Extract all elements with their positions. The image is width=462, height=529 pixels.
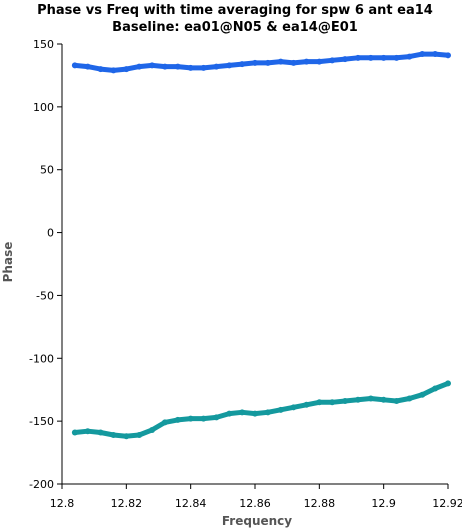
data-point [264, 409, 271, 416]
data-point [174, 416, 181, 423]
data-point [174, 63, 181, 70]
data-point [110, 431, 117, 438]
y-tick-label: 0 [47, 227, 54, 240]
data-point [354, 54, 361, 61]
data-point [419, 51, 426, 58]
data-point [149, 426, 156, 433]
data-point [445, 52, 451, 59]
data-point [316, 399, 323, 406]
data-point [161, 419, 168, 426]
data-point [239, 61, 246, 68]
y-tick-label: 100 [33, 101, 54, 114]
data-point [354, 396, 361, 403]
data-point [380, 54, 387, 61]
x-tick-label: 12.82 [111, 497, 143, 510]
data-point [213, 63, 220, 70]
data-point [149, 62, 156, 69]
x-tick-label: 12.84 [175, 497, 207, 510]
data-point [432, 51, 439, 58]
data-point [226, 410, 233, 417]
data-point [316, 58, 323, 65]
data-point [84, 428, 91, 435]
data-point [432, 385, 439, 392]
data-point [329, 399, 336, 406]
y-tick-label: -150 [29, 415, 54, 428]
chart-title: Phase vs Freq with time averaging for sp… [37, 3, 433, 18]
data-point [97, 66, 104, 73]
data-point [393, 54, 400, 61]
data-point [277, 58, 284, 65]
y-tick-label: 150 [33, 38, 54, 51]
data-point [303, 401, 310, 408]
data-point [187, 64, 194, 71]
x-tick-label: 12.8 [50, 497, 75, 510]
data-point [136, 431, 143, 438]
y-axis-label: Phase [1, 242, 15, 283]
data-point [277, 406, 284, 413]
data-point [367, 54, 374, 61]
data-point [200, 64, 207, 71]
data-point [367, 395, 374, 402]
data-point [187, 415, 194, 422]
y-tick-label: -100 [29, 352, 54, 365]
chart-subtitle: Baseline: ea01@N05 & ea14@E01 [112, 20, 358, 35]
data-point [123, 433, 130, 440]
x-tick-label: 12.86 [239, 497, 271, 510]
data-point [136, 63, 143, 70]
series-2 [71, 380, 451, 440]
data-point [97, 429, 104, 436]
series-line [72, 51, 451, 73]
data-point [252, 59, 258, 66]
data-series [71, 51, 451, 440]
data-point [329, 57, 336, 64]
x-axis-label: Frequency [222, 514, 292, 528]
x-tick-label: 12.9 [371, 497, 396, 510]
data-point [239, 409, 246, 416]
data-point [303, 58, 310, 65]
series-line [72, 380, 451, 439]
data-point [123, 66, 130, 73]
data-point [110, 67, 117, 74]
data-point [213, 414, 220, 421]
y-tick-label: 50 [40, 164, 54, 177]
data-point [393, 398, 400, 405]
data-point [380, 396, 387, 403]
plot-frame [61, 44, 448, 485]
data-point [445, 380, 451, 387]
y-tick-label: -50 [36, 289, 54, 302]
x-axis-ticks: 12.8 12.82 12.84 12.86 12.88 12.9 12.92 [50, 484, 462, 510]
data-point [419, 391, 426, 398]
data-point [342, 56, 349, 63]
data-point [161, 63, 168, 70]
x-tick-label: 12.88 [304, 497, 336, 510]
data-point [71, 429, 78, 436]
data-point [342, 398, 349, 405]
data-point [290, 59, 297, 66]
data-point [200, 415, 207, 422]
y-tick-label: -200 [29, 478, 54, 491]
data-point [264, 59, 271, 66]
series-1 [71, 51, 451, 74]
data-point [252, 410, 258, 417]
data-point [290, 404, 297, 411]
data-point [406, 53, 413, 60]
x-tick-label: 12.92 [432, 497, 462, 510]
data-point [71, 62, 78, 69]
data-point [406, 395, 413, 402]
y-axis-ticks: 150 100 50 0 -50 -100 -150 -200 [29, 38, 62, 491]
data-point [84, 63, 91, 70]
data-point [226, 62, 233, 69]
